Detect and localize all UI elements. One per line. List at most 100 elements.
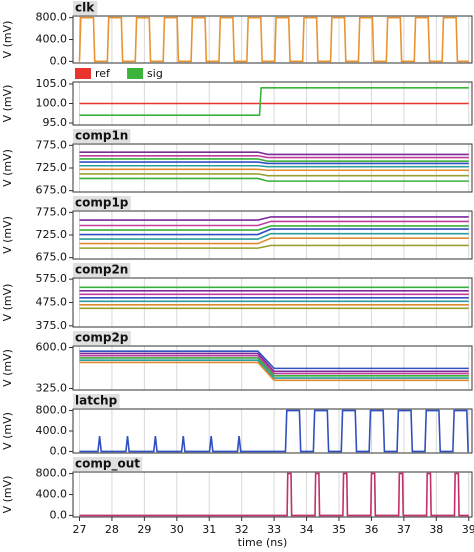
x-tick-label: 34 — [300, 523, 314, 536]
plot-clip-group — [78, 16, 469, 63]
series-line — [79, 87, 469, 117]
series-line — [79, 177, 469, 182]
y-axis-label: V (mV) — [1, 21, 14, 59]
plot-clip-group — [79, 151, 469, 182]
y-tick-label: 775.0 — [36, 205, 68, 218]
x-tick-label: 38 — [429, 523, 443, 536]
legend-label: sig — [147, 67, 163, 80]
x-tick-label: 33 — [267, 523, 281, 536]
y-tick-label: 475.0 — [36, 296, 68, 309]
panel-title: comp1n — [75, 129, 128, 143]
y-tick-label: 0.0 — [50, 54, 68, 67]
y-tick-label: 400.0 — [36, 33, 68, 46]
series-line — [79, 161, 469, 165]
title-background — [73, 129, 131, 143]
y-axis-label: V (mV) — [1, 149, 14, 187]
panel-title: comp2p — [75, 331, 129, 345]
y-tick-label: 0.0 — [50, 444, 68, 457]
plot-clip-group — [79, 286, 469, 310]
x-tick-label: 36 — [364, 523, 378, 536]
panel-title: comp1p — [75, 196, 129, 210]
plot-clip-group — [79, 216, 469, 249]
series-line — [79, 232, 469, 240]
y-tick-label: 95.0 — [43, 116, 68, 129]
series-line — [79, 168, 469, 172]
series-line — [79, 357, 469, 377]
title-background — [73, 1, 98, 15]
x-tick-label: 27 — [72, 523, 86, 536]
panel-title: comp_out — [75, 457, 140, 472]
series-line — [79, 352, 469, 373]
y-axis-label: V (mV) — [1, 85, 14, 123]
y-tick-label: 600.0 — [36, 340, 68, 353]
x-tick-label: 39 — [462, 523, 474, 536]
y-axis-label: V (mV) — [1, 349, 14, 387]
y-tick-label: 0.0 — [50, 508, 68, 521]
series-line — [79, 361, 469, 382]
x-tick-label: 31 — [202, 523, 216, 536]
series-line — [79, 244, 469, 249]
series-line — [78, 16, 469, 63]
x-tick-label: 35 — [332, 523, 346, 536]
plot-frame — [72, 277, 473, 328]
panel-title: comp2n — [75, 263, 128, 277]
legend-swatch — [127, 68, 144, 79]
panel-title: latchp — [75, 394, 118, 408]
y-tick-label: 675.0 — [36, 251, 68, 264]
y-tick-label: 775.0 — [36, 138, 68, 151]
plot-clip-group — [79, 472, 469, 517]
y-tick-label: 725.0 — [36, 161, 68, 174]
panel-title: clk — [75, 1, 95, 15]
title-background — [73, 457, 143, 471]
y-tick-label: 375.0 — [36, 319, 68, 332]
series-line — [79, 173, 469, 177]
series-line — [79, 237, 469, 245]
y-tick-label: 800.0 — [36, 404, 68, 417]
y-tick-label: 800.0 — [36, 467, 68, 480]
x-tick-label: 29 — [137, 523, 151, 536]
title-background — [73, 196, 131, 210]
series-line — [79, 164, 469, 168]
plot-frame — [72, 345, 473, 391]
series-line — [79, 354, 469, 375]
title-background — [73, 394, 120, 408]
plot-clip-group — [79, 409, 469, 453]
y-axis-label: V (mV) — [1, 284, 14, 322]
y-tick-label: 725.0 — [36, 228, 68, 241]
y-axis-label: V (mV) — [1, 216, 14, 254]
title-background — [73, 263, 131, 277]
y-tick-label: 325.0 — [36, 382, 68, 395]
series-line — [79, 350, 469, 370]
series-line — [79, 225, 469, 231]
x-tick-label: 37 — [397, 523, 411, 536]
series-line — [79, 154, 469, 159]
x-tick-label: 28 — [105, 523, 119, 536]
y-axis-label: V (mV) — [1, 476, 14, 514]
series-line — [79, 216, 469, 221]
y-tick-label: 800.0 — [36, 11, 68, 24]
x-tick-label: 30 — [170, 523, 184, 536]
x-tick-label: 32 — [235, 523, 249, 536]
series-line — [79, 220, 469, 227]
plot-frame — [72, 471, 473, 518]
y-tick-label: 400.0 — [36, 488, 68, 501]
y-tick-label: 400.0 — [36, 424, 68, 437]
series-line — [79, 158, 469, 163]
legend-label: ref — [95, 67, 111, 80]
y-axis-label: V (mV) — [1, 412, 14, 450]
plot-frame — [72, 143, 473, 193]
y-tick-label: 675.0 — [36, 184, 68, 197]
y-tick-label: 105.0 — [36, 77, 68, 90]
x-axis-label: time (ns) — [238, 536, 288, 549]
y-tick-label: 100.0 — [36, 97, 68, 110]
series-line — [79, 409, 469, 453]
plot-clip-group — [79, 350, 469, 382]
series-line — [79, 151, 469, 156]
series-line — [79, 228, 469, 236]
series-line — [79, 472, 469, 517]
plot-clip-group — [79, 87, 469, 117]
legend-swatch — [75, 68, 91, 79]
y-tick-label: 575.0 — [36, 272, 68, 285]
plot-frame — [72, 15, 473, 64]
